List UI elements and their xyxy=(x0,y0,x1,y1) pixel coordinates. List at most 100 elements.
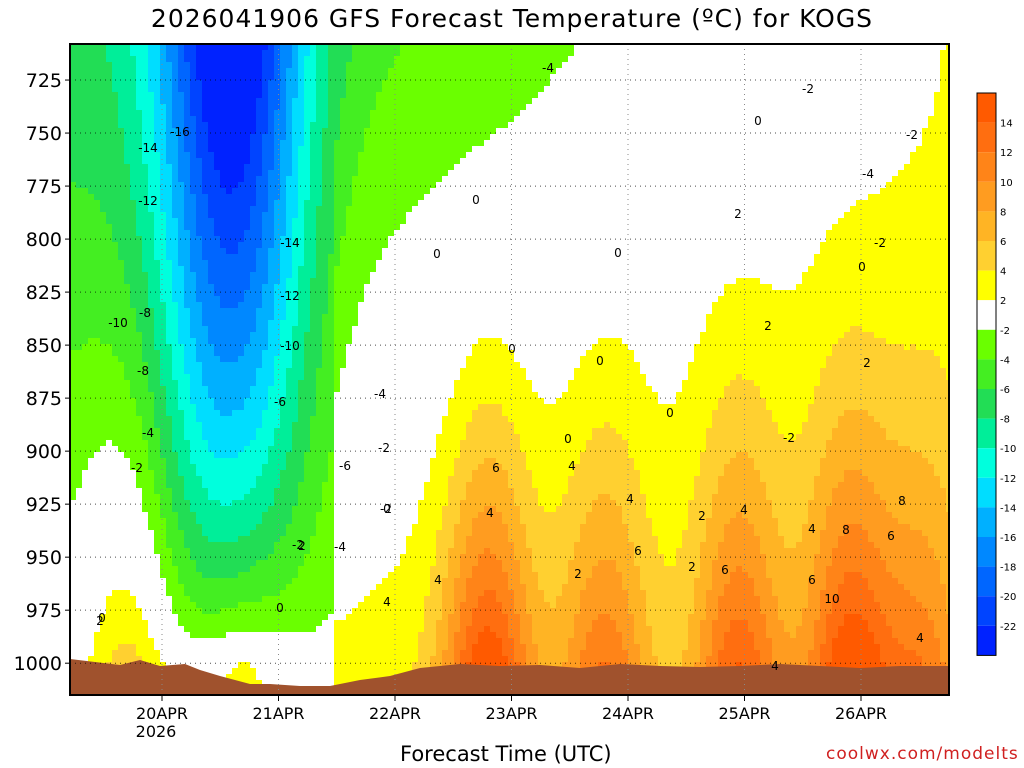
temperature-cell xyxy=(274,668,280,674)
temperature-cell xyxy=(172,314,178,320)
temperature-cell xyxy=(310,488,316,494)
temperature-cell xyxy=(82,188,88,194)
temperature-cell xyxy=(124,302,130,308)
temperature-cell xyxy=(166,290,172,296)
temperature-cell xyxy=(274,380,280,386)
temperature-cell xyxy=(70,344,76,350)
temperature-cell xyxy=(172,650,178,656)
temperature-cell xyxy=(88,254,94,260)
temperature-cell xyxy=(340,206,346,212)
temperature-cell xyxy=(304,278,310,284)
temperature-cell xyxy=(238,128,244,134)
temperature-cell xyxy=(94,272,100,278)
temperature-cell xyxy=(184,434,190,440)
temperature-cell xyxy=(256,404,262,410)
temperature-cell xyxy=(274,560,280,566)
temperature-cell xyxy=(292,620,298,626)
temperature-cell xyxy=(118,320,124,326)
temperature-cell xyxy=(268,368,274,374)
temperature-cell xyxy=(232,80,238,86)
temperature-cell xyxy=(250,140,256,146)
temperature-cell xyxy=(190,230,196,236)
temperature-cell xyxy=(166,320,172,326)
temperature-cell xyxy=(142,350,148,356)
temperature-cell xyxy=(160,476,166,482)
temperature-cell xyxy=(118,434,124,440)
temperature-cell xyxy=(286,422,292,428)
temperature-cell xyxy=(196,374,202,380)
temperature-cell xyxy=(202,146,208,152)
temperature-cell xyxy=(136,422,142,428)
temperature-cell xyxy=(202,416,208,422)
temperature-cell xyxy=(298,110,304,116)
temperature-cell xyxy=(238,374,244,380)
temperature-cell xyxy=(136,104,142,110)
temperature-cell xyxy=(142,206,148,212)
temperature-cell xyxy=(268,578,274,584)
temperature-cell xyxy=(340,572,346,578)
temperature-cell xyxy=(238,530,244,536)
temperature-cell xyxy=(70,536,76,542)
temperature-cell xyxy=(124,464,130,470)
temperature-cell xyxy=(106,632,112,638)
temperature-cell xyxy=(316,452,322,458)
temperature-cell xyxy=(310,236,316,242)
temperature-cell xyxy=(226,464,232,470)
temperature-cell xyxy=(238,524,244,530)
temperature-cell xyxy=(124,290,130,296)
temperature-cell xyxy=(310,302,316,308)
temperature-cell xyxy=(292,668,298,674)
temperature-cell xyxy=(202,116,208,122)
temperature-cell xyxy=(322,626,328,632)
temperature-cell xyxy=(100,284,106,290)
temperature-cell xyxy=(340,200,346,206)
temperature-cell xyxy=(136,230,142,236)
temperature-cell xyxy=(268,572,274,578)
temperature-cell xyxy=(124,122,130,128)
temperature-cell xyxy=(124,272,130,278)
temperature-cell xyxy=(262,242,268,248)
temperature-cell xyxy=(184,212,190,218)
temperature-cell xyxy=(202,506,208,512)
temperature-cell xyxy=(106,470,112,476)
temperature-cell xyxy=(292,512,298,518)
temperature-cell xyxy=(298,536,304,542)
temperature-cell xyxy=(268,584,274,590)
temperature-cell xyxy=(172,584,178,590)
temperature-cell xyxy=(178,242,184,248)
temperature-cell xyxy=(172,80,178,86)
temperature-cell xyxy=(262,434,268,440)
temperature-cell xyxy=(304,656,310,662)
temperature-cell xyxy=(148,116,154,122)
temperature-cell xyxy=(106,338,112,344)
temperature-cell xyxy=(238,422,244,428)
temperature-cell xyxy=(70,362,76,368)
temperature-cell xyxy=(316,488,322,494)
temperature-cell xyxy=(94,602,100,608)
temperature-cell xyxy=(136,188,142,194)
temperature-cell xyxy=(100,392,106,398)
temperature-cell xyxy=(226,68,232,74)
temperature-cell xyxy=(70,404,76,410)
temperature-cell xyxy=(130,476,136,482)
temperature-cell xyxy=(328,314,334,320)
temperature-cell xyxy=(106,560,112,566)
temperature-cell xyxy=(208,602,214,608)
temperature-cell xyxy=(112,56,118,62)
temperature-cell xyxy=(214,464,220,470)
temperature-cell xyxy=(70,296,76,302)
temperature-cell xyxy=(88,68,94,74)
temperature-cell xyxy=(274,152,280,158)
temperature-cell xyxy=(160,470,166,476)
temperature-cell xyxy=(280,68,286,74)
temperature-cell xyxy=(280,476,286,482)
temperature-cell xyxy=(280,308,286,314)
temperature-cell xyxy=(160,260,166,266)
temperature-cell xyxy=(196,116,202,122)
temperature-cell xyxy=(196,422,202,428)
temperature-cell xyxy=(298,176,304,182)
temperature-cell xyxy=(94,86,100,92)
temperature-cell xyxy=(304,218,310,224)
temperature-cell xyxy=(262,524,268,530)
temperature-cell xyxy=(172,482,178,488)
